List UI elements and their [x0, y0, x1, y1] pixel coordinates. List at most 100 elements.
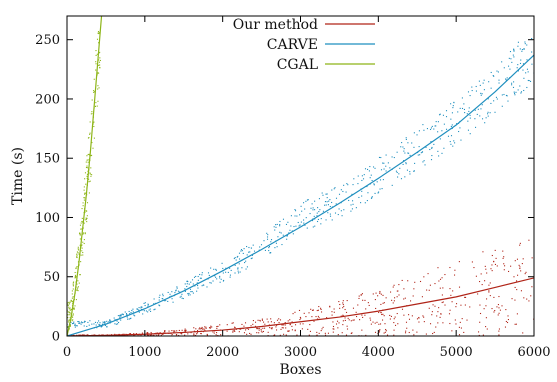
data-point [432, 304, 434, 306]
data-point [488, 284, 490, 286]
data-point [453, 140, 455, 142]
data-point [275, 329, 278, 331]
data-point [83, 199, 85, 201]
data-point [357, 304, 359, 306]
data-point [190, 281, 192, 283]
data-point [414, 162, 416, 164]
data-point [295, 225, 297, 227]
data-point [193, 333, 195, 335]
data-point [199, 277, 201, 279]
data-point [433, 128, 435, 130]
data-point [482, 334, 484, 336]
data-point [114, 333, 116, 335]
data-point [464, 304, 466, 306]
data-point [212, 331, 214, 333]
data-point [496, 98, 498, 100]
data-point [270, 327, 272, 329]
data-point [396, 296, 398, 298]
data-point [74, 324, 76, 327]
data-point [85, 183, 87, 185]
data-point [85, 166, 88, 169]
data-point [184, 334, 186, 336]
data-point [84, 233, 86, 235]
data-point [397, 290, 399, 292]
data-point [90, 113, 92, 115]
data-point [468, 107, 470, 109]
data-point [175, 334, 178, 336]
data-point [201, 327, 203, 329]
data-point [514, 94, 516, 96]
data-point [508, 57, 510, 59]
data-point [140, 334, 142, 336]
data-point [451, 112, 453, 114]
data-point [119, 316, 121, 318]
data-point [134, 315, 136, 317]
data-point [171, 298, 173, 300]
data-point [391, 184, 393, 186]
data-point [180, 332, 182, 334]
data-point [97, 85, 99, 87]
data-point [437, 267, 439, 269]
data-point [234, 330, 236, 332]
data-point [303, 219, 305, 221]
data-point [353, 319, 355, 321]
data-point [372, 293, 374, 295]
data-point [338, 208, 340, 210]
data-point [320, 311, 323, 313]
data-point [346, 328, 349, 330]
data-point [359, 319, 361, 321]
data-point [374, 192, 376, 194]
data-point [379, 290, 381, 293]
data-point [479, 115, 481, 117]
data-point [322, 210, 324, 212]
data-point [457, 111, 459, 113]
data-point [370, 197, 373, 199]
ticks-layer: 0 1000 2000 3000 4000 5000 6000 0 50 100 150 200 250 [35, 16, 551, 360]
legend-item-cgal: CGAL [277, 57, 375, 73]
data-point [481, 284, 483, 286]
data-point [469, 95, 471, 97]
data-point [346, 325, 348, 327]
data-point [76, 256, 78, 258]
data-point [81, 228, 83, 230]
data-point [195, 333, 198, 335]
data-point [216, 332, 218, 334]
data-point [83, 242, 85, 245]
data-point [484, 280, 486, 282]
data-point [86, 159, 88, 161]
data-point [95, 69, 97, 71]
data-point [435, 326, 437, 328]
data-point [127, 318, 129, 320]
data-point [329, 305, 331, 307]
data-point [266, 318, 268, 320]
data-point [503, 93, 505, 96]
data-point [106, 325, 108, 328]
data-point [222, 267, 224, 270]
data-point [188, 283, 190, 285]
data-point [68, 301, 70, 303]
data-point [517, 274, 519, 276]
data-point [184, 290, 186, 292]
data-point [474, 126, 477, 128]
data-point [364, 314, 366, 316]
data-point [76, 251, 78, 253]
data-point [72, 322, 75, 324]
data-point [377, 192, 379, 194]
data-point [428, 289, 430, 291]
data-point [258, 327, 260, 329]
data-point [294, 311, 296, 313]
data-point [332, 328, 334, 330]
data-point [479, 321, 481, 323]
data-point [282, 218, 285, 220]
data-point [194, 334, 197, 336]
data-point [192, 292, 194, 294]
data-point [317, 207, 319, 209]
data-point [288, 232, 290, 234]
data-point [380, 303, 382, 305]
data-point [126, 316, 128, 318]
data-point [84, 193, 86, 195]
data-point [80, 321, 83, 323]
data-point [324, 332, 326, 334]
data-point [442, 114, 444, 116]
data-point [147, 304, 149, 306]
